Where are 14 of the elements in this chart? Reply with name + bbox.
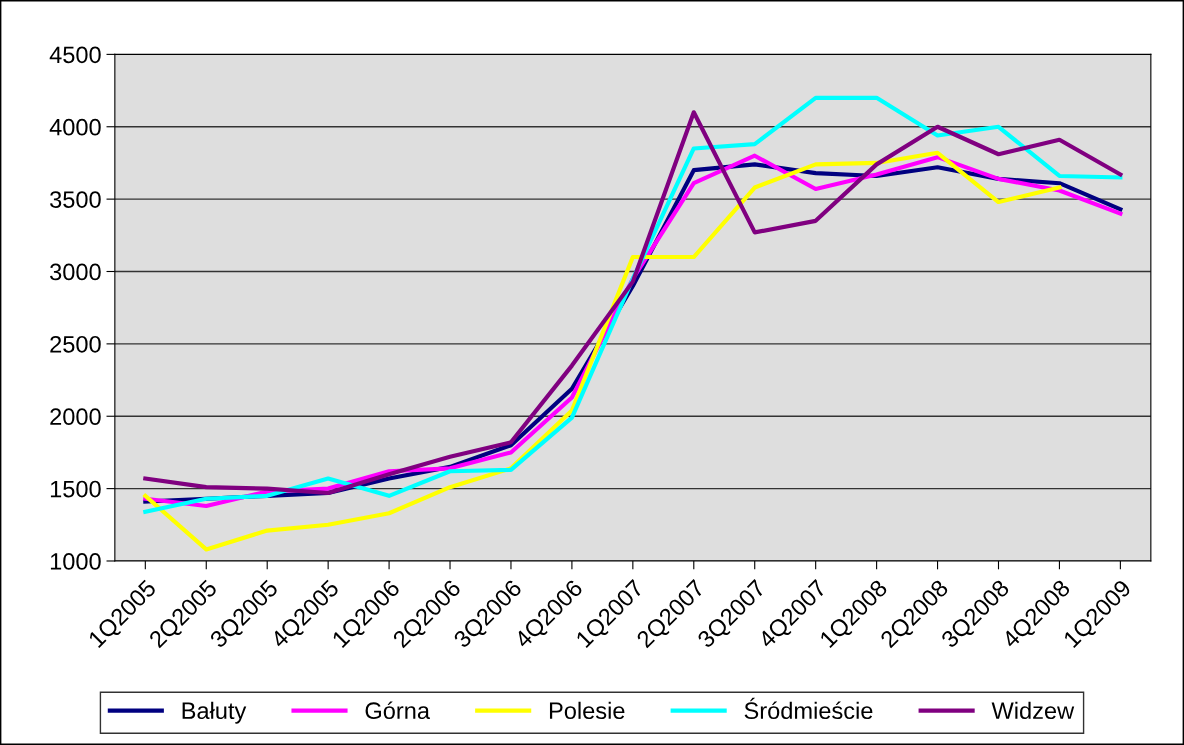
y-tick-label: 4500	[49, 46, 101, 64]
y-tick-label: 1000	[50, 553, 101, 570]
legend-label: Śródmieście	[744, 697, 873, 720]
line-series	[143, 150, 1062, 552]
legend-label: Górna	[365, 701, 430, 720]
y-tick-label: 3000	[50, 263, 101, 281]
y-tick-label: 3500	[50, 191, 101, 208]
legend-label: Widzew	[991, 701, 1075, 720]
y-tick-label: 4000	[49, 118, 101, 136]
y-tick-label: 2500	[50, 335, 101, 353]
y-tick-label: 2000	[50, 408, 101, 426]
legend-label: Polesie	[549, 701, 625, 720]
legend-label: Bałuty	[182, 701, 247, 724]
y-tick-label: 1500	[50, 480, 101, 498]
